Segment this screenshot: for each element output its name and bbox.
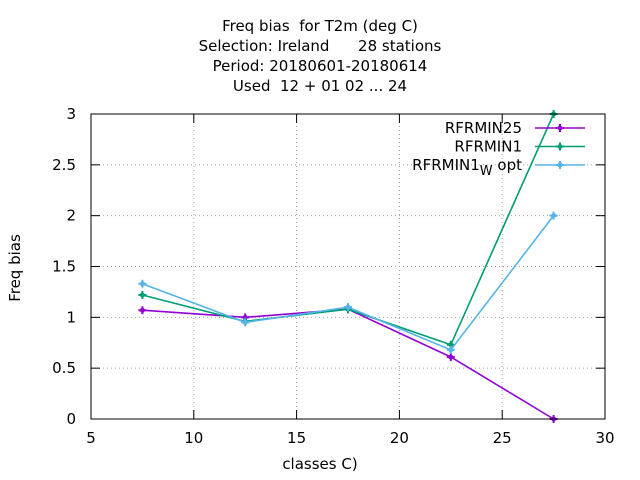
data-point-dot [345,304,351,310]
data-point-dot [139,281,145,287]
series-line [142,215,555,351]
legend-marker-dot [557,162,563,168]
chart-title-line-4: Used 12 + 01 02 ... 24 [232,77,408,95]
x-tick-label: 30 [595,429,614,447]
legend-marker-dot [557,144,563,149]
chart-title-line-3: Period: 20180601-20180614 [212,57,428,75]
legend-label: RFRMIN1W opt [412,156,522,179]
series-1 [138,305,558,423]
legend-label: RFRMIN1 [454,138,522,156]
y-tick-label: 1.5 [52,258,76,276]
y-tick-label: 0 [66,410,76,428]
y-tick-label: 0.5 [52,359,76,377]
data-point-dot [242,314,248,320]
grid [90,113,606,420]
legend-marker-dot [557,125,563,131]
data-point-dot [448,342,454,348]
plot-border [90,113,606,420]
legend-label: RFRMIN25 [445,119,522,137]
series-3 [138,211,558,354]
data-point-dot [551,213,557,219]
x-axis-label: classes C) [282,455,358,473]
data-point-dot [242,319,248,325]
x-tick-label: 5 [86,429,96,447]
chart-title-line-2: Selection: Ireland 28 stations [198,37,442,55]
y-tick-label: 2.5 [52,156,76,174]
chart-title-line-1: Freq bias for T2m (deg C) [222,17,418,35]
data-point-dot [139,292,145,298]
x-tick-label: 20 [390,429,409,447]
x-tick-label: 25 [493,429,512,447]
y-tick-label: 1 [66,308,76,326]
series-line [142,308,555,420]
ticks: 0 0.5 1 1.5 2 2.5 3 5 10 15 20 25 30 [52,105,614,447]
y-tick-label: 2 [66,207,76,225]
data-point-dot [448,347,454,353]
x-tick-label: 15 [287,429,306,447]
y-tick-label: 3 [66,105,76,123]
data-point-dot [448,354,454,360]
data-point-dot [139,307,145,313]
x-tick-label: 10 [184,429,203,447]
